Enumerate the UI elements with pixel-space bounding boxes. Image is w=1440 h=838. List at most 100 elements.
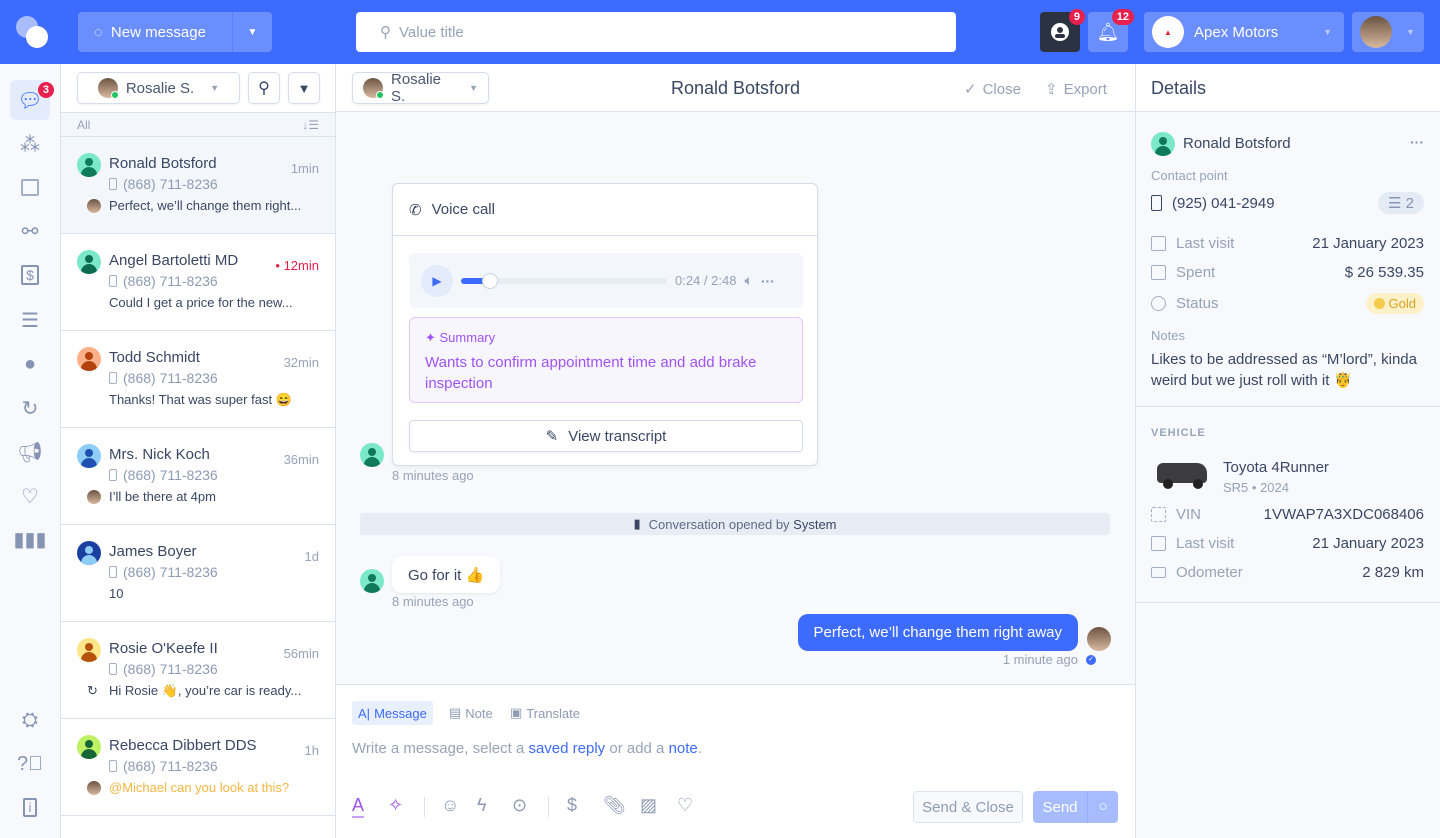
conversation-item[interactable]: Mrs. Nick Koch 36min (868) 711-8236 I’ll… (61, 428, 335, 525)
rail-item-support[interactable]: ⛭ (10, 700, 50, 740)
conversation-item[interactable]: James Boyer 1d (868) 711-8236 10 (61, 525, 335, 622)
company-name: Apex Motors (1194, 23, 1279, 41)
rail-item-workflows[interactable]: ⚯ (10, 211, 50, 251)
notifications-button[interactable]: 🔔︎ 12 (1088, 9, 1134, 52)
tab-translate[interactable]: ▣ Translate (504, 701, 586, 725)
rail-item-reviews[interactable]: ♡ (10, 476, 50, 516)
ai-summary: ✦ Summary Wants to confirm appointment t… (409, 317, 803, 403)
incoming-message: Go for it 👍 (392, 556, 501, 593)
composer: A| Message ▤ Note ▣ Translate Write a messa… (336, 684, 1135, 838)
placeholder-text: . (697, 740, 702, 757)
filter-label[interactable]: All (77, 117, 91, 132)
contact-phone[interactable]: (925) 041-2949 (1172, 194, 1275, 212)
more-icon[interactable]: ··· (760, 272, 775, 289)
chevron-down-icon: ▼ (1406, 27, 1415, 37)
saved-reply-link[interactable]: saved reply (528, 740, 606, 757)
rail-item-payments[interactable]: $ (10, 255, 50, 295)
info-icon: i (22, 797, 38, 817)
contact-phone: (868) 711-8236 (123, 758, 218, 774)
tab-label: Note (465, 705, 493, 721)
app-logo[interactable] (16, 16, 50, 50)
phone-call-icon: ✆ (409, 201, 422, 219)
sort-icon[interactable]: ↓☰ (302, 117, 319, 132)
bell-icon: 🔔︎ (1096, 21, 1120, 42)
chat-assignee-select[interactable]: Rosalie S. ▼ (352, 71, 489, 105)
voice-call-card: ✆ Voice call ▶ 0:24 / 2:48 🔈︎ ··· ✦ Summa… (392, 183, 818, 466)
schedule-icon[interactable]: ○ (1087, 791, 1118, 823)
system-event-actor: System (793, 516, 837, 532)
company-switcher[interactable]: ▲ Apex Motors ▼ (1144, 12, 1344, 52)
vehicle-section-label: VEHICLE (1151, 427, 1206, 439)
more-options-icon[interactable]: ··· (1410, 134, 1424, 150)
contact-chat-icon (1051, 23, 1069, 41)
export-label: Export (1063, 80, 1107, 98)
inbox-button[interactable]: 9 (1040, 9, 1085, 52)
notifications-badge: 12 (1111, 9, 1134, 25)
conversation-item[interactable]: Ronald Botsford 1min (868) 711-8236 Perf… (61, 137, 335, 234)
attachment-icon[interactable]: 📎︎ (603, 795, 626, 815)
send-and-close-button[interactable]: Send & Close (913, 791, 1023, 823)
conversation-item[interactable]: Rebecca Dibbert DDS 1h (868) 711-8236 @M… (61, 719, 335, 816)
contact-name: Ronald Botsford (109, 155, 217, 172)
message-timestamp: 1 minute ago (1002, 652, 1078, 667)
rail-item-contacts[interactable]: ⁂ (10, 124, 50, 164)
text-format-icon[interactable]: A (352, 795, 365, 818)
tab-message[interactable]: A| Message (352, 701, 433, 725)
note-link[interactable]: note (668, 740, 698, 757)
send-button[interactable]: Send ○ (1033, 791, 1118, 823)
rail-item-automations[interactable]: ↻ (10, 388, 50, 428)
new-message-dropdown[interactable]: ▼ (232, 12, 272, 52)
row-label: Odometer (1176, 564, 1243, 581)
user-menu[interactable]: ▼ (1352, 12, 1424, 52)
inbox-badge: 9 (1068, 9, 1085, 25)
conversation-item[interactable]: Todd Schmidt 32min (868) 711-8236 Thanks… (61, 331, 335, 428)
phone-icon (109, 372, 117, 384)
rail-item-calendar[interactable] (10, 167, 50, 207)
time-value: 56min (283, 646, 319, 661)
contact-name: Angel Bartoletti MD (109, 252, 239, 269)
phone-icon (109, 178, 117, 190)
tab-note[interactable]: ▤ Note (443, 701, 499, 725)
conversation-time: 56min (284, 646, 319, 661)
play-button[interactable]: ▶ (421, 264, 453, 297)
conversation-item[interactable]: Rosie O'Keefe II 56min (868) 711-8236 ↻ H… (61, 622, 335, 719)
ai-magic-icon[interactable]: ✧ (388, 795, 404, 815)
contact-points-count[interactable]: ☰ 2 (1378, 192, 1424, 214)
message-input[interactable]: Write a message, select a saved reply or… (352, 740, 702, 757)
image-icon[interactable]: ▨ (640, 795, 658, 815)
rail-item-info[interactable]: i (10, 787, 50, 827)
volume-icon[interactable]: 🔈︎ (744, 272, 753, 288)
receipt-icon (1151, 265, 1166, 280)
rail-item-messages[interactable]: 💬︎ 3 (10, 80, 54, 120)
emoji-icon[interactable]: ☺ (441, 795, 460, 815)
time-value: 32min (283, 355, 319, 370)
notes-text[interactable]: Likes to be addressed as “M’lord”, kinda… (1151, 351, 1417, 389)
search-input[interactable]: ⚲ Value title (356, 12, 956, 52)
search-button[interactable]: ⚲ (248, 72, 280, 104)
contact-point-label: Contact point (1151, 168, 1228, 183)
filter-button[interactable]: ▼ (288, 72, 320, 104)
rail-item-invoices[interactable]: ☰ (10, 300, 50, 340)
assignee-select[interactable]: Rosalie S. ▼ (77, 72, 240, 104)
view-transcript-label: View transcript (568, 427, 667, 445)
rail-item-reports[interactable]: ▮▮▮ (10, 519, 50, 559)
close-button[interactable]: ✓ Close (964, 80, 1021, 99)
payment-request-icon[interactable]: $ (567, 795, 578, 815)
contact-phone: (868) 711-8236 (123, 564, 218, 580)
contact-avatar (77, 541, 101, 565)
conversation-item[interactable]: Angel Bartoletti MD • 12min (868) 711-82… (61, 234, 335, 331)
rail-item-people[interactable]: ● (10, 344, 50, 384)
audio-progress-slider[interactable] (461, 272, 667, 289)
rail-item-campaigns[interactable]: 📢︎ (10, 432, 50, 472)
search-icon: ⚲ (258, 80, 270, 97)
review-request-icon[interactable]: ♡ (677, 795, 694, 815)
new-message-button[interactable]: ◌ New message ▼ (78, 12, 272, 52)
export-button[interactable]: ⇪ Export (1045, 80, 1107, 99)
quick-reply-icon[interactable]: ϟ (477, 795, 487, 815)
view-transcript-button[interactable]: ✎ View transcript (409, 420, 803, 452)
audio-progress-handle[interactable] (481, 272, 498, 289)
rail-item-help[interactable]: ?⃝ (10, 744, 50, 784)
chevron-down-icon: ▼ (469, 83, 478, 93)
gif-icon[interactable]: ⊙ (512, 795, 528, 815)
sidebar-rail: 💬︎ 3 ⁂ ⚯ $ ☰ ● ↻ 📢︎ ♡ ▮▮▮ ⛭ ?⃝ i (0, 64, 61, 838)
